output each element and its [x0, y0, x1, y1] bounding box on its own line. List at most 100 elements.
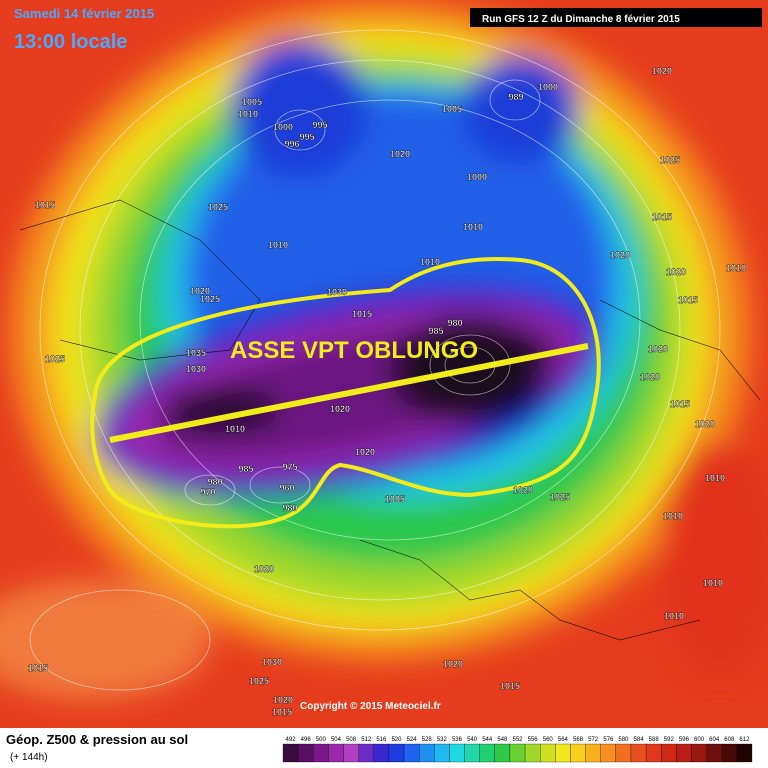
isobar-label: 1020 — [190, 286, 210, 296]
isobar-label: 1010 — [268, 240, 288, 250]
scale-swatch — [691, 743, 707, 763]
scale-label: 552 — [512, 737, 523, 743]
scale-label: 572 — [588, 737, 599, 743]
scale-label: 540 — [467, 737, 478, 743]
scale-label: 500 — [316, 737, 327, 743]
scale-swatch — [403, 743, 420, 763]
isobar-label: 995 — [299, 132, 314, 142]
scale-label: 596 — [679, 737, 690, 743]
scale-label: 532 — [437, 737, 448, 743]
isobar-label: 1005 — [385, 494, 405, 504]
isobar-label: 1025 — [45, 354, 65, 364]
scale-swatch — [736, 743, 753, 763]
isobar-label: 1010 — [463, 222, 483, 232]
scale-label: 504 — [331, 737, 342, 743]
isobar-label: 1015 — [670, 399, 690, 409]
scale-swatch — [721, 743, 738, 763]
annotation: ASSE VPT OBLUNGO — [230, 337, 478, 364]
scale-label: 492 — [286, 737, 297, 743]
isobar-label: 1020 — [513, 485, 533, 495]
scale-label: 512 — [361, 737, 372, 743]
isobar-label: 1010 — [664, 611, 684, 621]
isobar-label: 980 — [207, 477, 222, 487]
isobar-label: 985 — [238, 464, 253, 474]
scale-label: 592 — [664, 737, 675, 743]
scale-label: 568 — [573, 737, 584, 743]
isobar-label: 1015 — [678, 295, 698, 305]
scale-swatch — [373, 743, 390, 763]
scale-swatch — [645, 743, 662, 763]
run-info: Run GFS 12 Z du Dimanche 8 février 2015 — [482, 14, 680, 25]
isobar-label: 975 — [282, 462, 297, 472]
isobar-label: 1015 — [28, 663, 48, 673]
isobar-label: 1025 — [249, 676, 269, 686]
isobar-label: 1010 — [705, 473, 725, 483]
scale-label: 528 — [422, 737, 433, 743]
isobar-label: 1025 — [200, 294, 220, 304]
scale-label: 584 — [634, 737, 645, 743]
isobar-label: 1025 — [660, 155, 680, 165]
scale-label: 588 — [649, 737, 660, 743]
scale-label: 580 — [618, 737, 629, 743]
scale-swatch — [661, 743, 677, 763]
isobar-label: 1020 — [390, 149, 410, 159]
scale-label: 524 — [407, 737, 418, 743]
isobar-label: 1015 — [652, 212, 672, 222]
scale-swatch — [434, 743, 450, 763]
isobar-label: 980 — [447, 318, 462, 328]
scale-label: 600 — [694, 737, 705, 743]
isobar-label: 1015 — [35, 200, 55, 210]
scale-swatch — [282, 743, 299, 763]
isobar-label: 1020 — [443, 659, 463, 669]
legend-title: Géop. Z500 & pression au sol — [6, 732, 188, 747]
scale-swatch — [600, 743, 616, 763]
scale-label: 564 — [558, 737, 569, 743]
isobar-label: 1010 — [663, 511, 683, 521]
isobar-label: 1015 — [352, 309, 372, 319]
isobar-label: 1020 — [610, 250, 630, 260]
isobar-label: 1010 — [238, 109, 258, 119]
isobar-label: 1025 — [208, 202, 228, 212]
isobar-label: 980 — [282, 503, 297, 513]
isobar-label: 1000 — [538, 82, 558, 92]
scale-swatch — [540, 743, 556, 763]
isobar-label: 1015 — [272, 707, 292, 717]
isobar-label: 1005 — [242, 97, 262, 107]
scale-label: 544 — [482, 737, 493, 743]
isobar-label: 1020 — [273, 695, 293, 705]
isobar-label: 1010 — [420, 257, 440, 267]
scale-swatch — [630, 743, 647, 763]
isobar-labels: 1005101099510009969951005989100010201000… — [28, 66, 746, 717]
scale-label: 560 — [543, 737, 554, 743]
isobars — [29, 29, 721, 691]
isobar-label: 1035 — [186, 348, 206, 358]
legend-subtitle: (+ 144h) — [10, 752, 48, 763]
isobar-label: 1000 — [467, 172, 487, 182]
scale-swatch — [494, 743, 511, 763]
scale-swatch — [524, 743, 541, 763]
isobar-label: 1020 — [330, 404, 350, 414]
color-scale: 492 496 500 504 508 512 516 520 524 528 532 536 540 5… — [282, 737, 753, 763]
axis-line — [109, 343, 589, 443]
scale-label: 516 — [376, 737, 387, 743]
scale-swatch — [297, 743, 314, 763]
scale-swatch — [585, 743, 601, 763]
isobar-label: 970 — [200, 487, 215, 497]
scale-label: 608 — [724, 737, 735, 743]
isobar-label: 995 — [312, 120, 327, 130]
scale-swatch — [343, 743, 359, 763]
isobar-label: 1010 — [726, 263, 746, 273]
isobar-label: 1005 — [442, 104, 462, 114]
scale-swatch — [479, 743, 495, 763]
scale-swatch — [419, 743, 435, 763]
scale-swatch — [555, 743, 571, 763]
isobar-label: 1020 — [648, 344, 668, 354]
isobar-label: 996 — [284, 139, 299, 149]
scale-swatch — [509, 743, 526, 763]
scale-label: 508 — [346, 737, 357, 743]
isobar-label: 1000 — [273, 122, 293, 132]
outline-shape — [90, 257, 601, 529]
scale-label: 576 — [603, 737, 614, 743]
scale-swatch — [449, 743, 465, 763]
isobar-label: 1020 — [695, 419, 715, 429]
